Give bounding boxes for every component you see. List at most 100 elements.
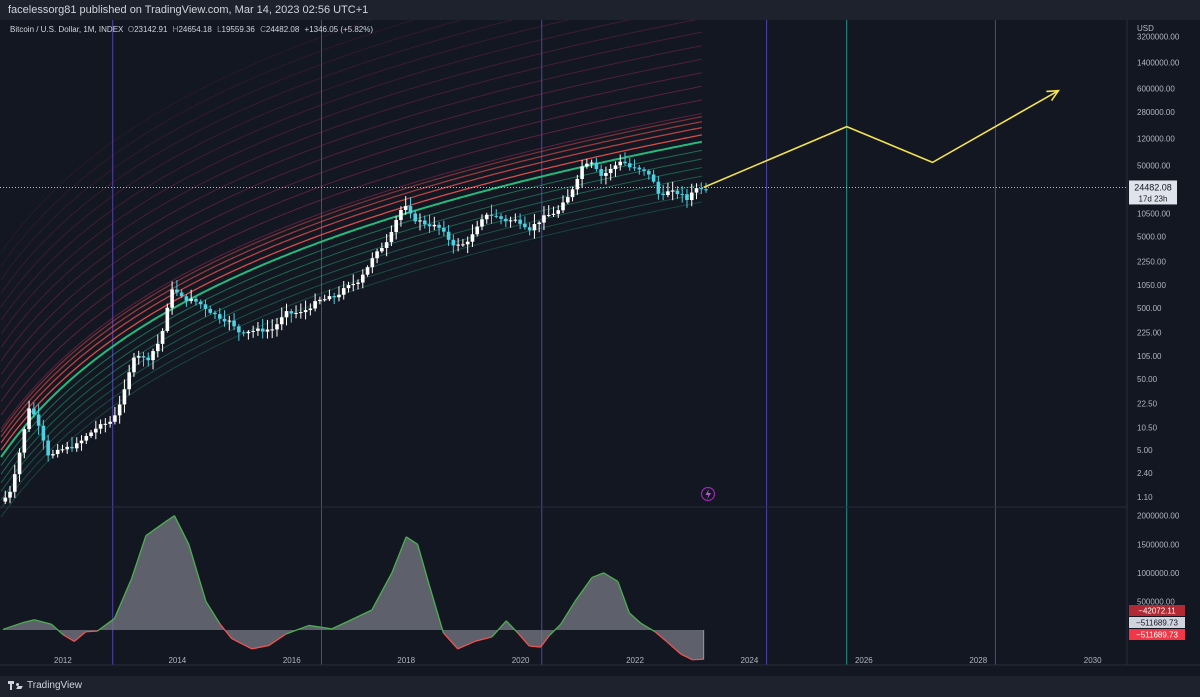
green-band [0, 175, 703, 492]
candle-body [594, 162, 599, 170]
upper-band [0, 0, 438, 253]
oscillator-value: −511689.73 [1136, 631, 1178, 640]
price-tick: 120000.00 [1137, 134, 1175, 143]
candle-body [480, 219, 484, 227]
green-band [0, 158, 703, 475]
candle-body [17, 452, 22, 475]
candle-body [294, 312, 298, 314]
candle-body [370, 258, 375, 268]
oscillator-line [73, 631, 87, 642]
candle-body [232, 320, 236, 327]
price-tick: 3200000.00 [1137, 33, 1180, 42]
oscillator-line [405, 536, 418, 545]
symbol-name[interactable]: Bitcoin / U.S. Dollar, 1M, INDEX [10, 25, 124, 34]
time-tick: 2014 [168, 656, 186, 665]
candle-body [551, 213, 556, 215]
candlestick-series [3, 152, 708, 505]
candle-body [456, 244, 460, 246]
close-value: 24482.08 [265, 25, 300, 34]
candle-body [179, 292, 184, 297]
oscillator-line [231, 637, 253, 650]
candle-body [184, 296, 189, 301]
price-tick: 50000.00 [1137, 161, 1171, 170]
red-band [0, 126, 703, 444]
candle-body [504, 218, 508, 222]
candle-body [680, 194, 685, 196]
candle-body [141, 356, 146, 358]
candle-body [165, 307, 170, 331]
oscillator-tick: 500000.00 [1137, 597, 1175, 606]
candle-body [408, 206, 413, 214]
upper-band [0, 4, 703, 321]
time-tick: 2018 [397, 656, 415, 665]
candle-body [442, 227, 446, 232]
oscillator-pane: 2000000.001500000.001000000.00500000.00−… [2, 512, 1185, 661]
candle-body [170, 289, 174, 308]
price-tick: 10.50 [1137, 423, 1158, 432]
vertical-lines [112, 20, 996, 665]
upper-band [0, 85, 703, 402]
candle-body [308, 308, 313, 311]
candle-body [270, 329, 275, 331]
green-band [0, 184, 703, 501]
oscillator-line [268, 633, 287, 646]
countdown-label: 17d 23h [1139, 194, 1168, 203]
oscillator-line [51, 623, 64, 636]
candle-body [365, 267, 370, 275]
candle-body [79, 440, 84, 444]
candle-body [508, 220, 513, 222]
oscillator-line [165, 515, 175, 522]
upper-band [0, 0, 541, 280]
price-tick: 2250.00 [1137, 257, 1166, 266]
candle-body [136, 356, 141, 358]
candle-body [375, 251, 379, 259]
moving-average-bands [0, 0, 703, 518]
candle-body [275, 324, 279, 330]
oscillator-line [308, 624, 332, 630]
oscillator-line [628, 612, 642, 624]
symbol-legend: Bitcoin / U.S. Dollar, 1M, INDEX O23142.… [10, 25, 373, 34]
candle-body [694, 188, 699, 193]
candle-body [475, 226, 480, 235]
candle-body [556, 210, 561, 214]
change-value: +1346.05 (+5.82%) [304, 25, 374, 34]
candle-body [565, 197, 570, 203]
high-label: H [172, 25, 179, 34]
footer-bar: TradingView [0, 676, 1200, 697]
candle-body [237, 326, 241, 333]
candle-body [484, 214, 489, 220]
upper-band [0, 58, 703, 375]
red-band [0, 116, 703, 433]
candle-body [146, 357, 151, 361]
time-tick: 2026 [855, 656, 873, 665]
high-value: 24654.18 [178, 25, 212, 34]
candle-body [160, 330, 165, 344]
candle-body [346, 285, 351, 289]
candle-body [74, 443, 79, 449]
candle-body [661, 193, 665, 196]
tradingview-logo[interactable]: TradingView [8, 680, 82, 691]
candle-body [670, 190, 675, 192]
price-tick: 600000.00 [1137, 85, 1175, 94]
candle-body [399, 209, 403, 221]
oscillator-line [416, 544, 430, 585]
red-band [0, 120, 703, 438]
candle-body [685, 194, 689, 201]
oscillator-line [173, 515, 190, 545]
red-band [0, 134, 703, 451]
green-band [0, 192, 702, 509]
upper-band [0, 31, 703, 348]
candle-body [256, 328, 260, 331]
candle-body [470, 234, 475, 242]
oscillator-line [130, 535, 147, 579]
price-tick: 225.00 [1137, 328, 1162, 337]
candle-body [303, 310, 308, 313]
candle-body [55, 449, 60, 455]
candle-body [89, 432, 93, 437]
price-tick: 1.10 [1137, 493, 1153, 502]
upper-band [0, 45, 702, 362]
candle-body [561, 202, 565, 211]
upper-band [0, 0, 487, 267]
candle-body [627, 163, 632, 168]
